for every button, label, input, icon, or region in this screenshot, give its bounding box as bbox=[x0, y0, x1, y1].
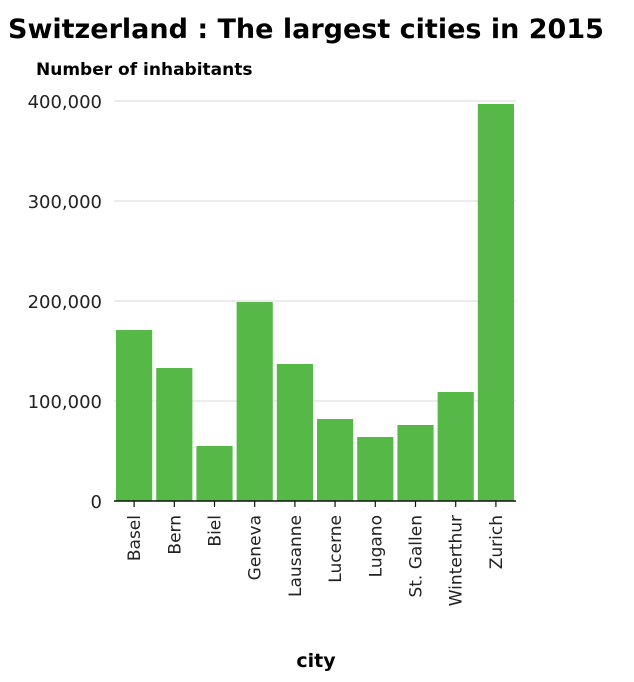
bar-basel bbox=[116, 330, 153, 501]
bar-geneva bbox=[236, 302, 273, 501]
chart-title: Switzerland : The largest cities in 2015 bbox=[8, 14, 604, 45]
y-axis-label: Number of inhabitants bbox=[36, 60, 252, 80]
x-tick-label: Zurich bbox=[487, 515, 507, 569]
x-tick-label: Lucerne bbox=[326, 515, 346, 583]
x-tick-label: Lugano bbox=[366, 515, 386, 577]
y-axis-ticks: 0 100,000 200,000 300,000 400,000 bbox=[28, 92, 102, 513]
bars bbox=[116, 104, 514, 501]
gridlines bbox=[114, 100, 516, 402]
x-tick-label: Biel bbox=[206, 515, 226, 547]
bar-lucerne bbox=[317, 419, 354, 501]
x-tick-label: Bern bbox=[165, 515, 185, 555]
y-tick-label: 100,000 bbox=[28, 392, 102, 413]
bar-zurich bbox=[477, 104, 514, 501]
x-axis-label: city bbox=[296, 650, 336, 672]
bar-st-gallen bbox=[397, 425, 434, 501]
x-tick-label: Basel bbox=[125, 515, 145, 561]
y-tick-label: 200,000 bbox=[28, 292, 102, 313]
x-tick-label: Winterthur bbox=[447, 515, 467, 606]
bar-lugano bbox=[357, 437, 394, 501]
x-tick-label: Geneva bbox=[246, 515, 266, 580]
y-tick-label: 0 bbox=[91, 492, 102, 513]
bar-lausanne bbox=[276, 364, 313, 501]
bar-bern bbox=[156, 368, 193, 501]
x-tick-label: Lausanne bbox=[286, 515, 306, 597]
x-tick-label: St. Gallen bbox=[407, 515, 427, 598]
bar-winterthur bbox=[437, 392, 474, 501]
y-tick-label: 300,000 bbox=[28, 192, 102, 213]
x-axis-ticks: Basel Bern Biel Geneva Lausanne Lucerne Lugano… bbox=[125, 501, 507, 606]
bar-biel bbox=[196, 446, 233, 501]
y-tick-label: 400,000 bbox=[28, 92, 102, 113]
